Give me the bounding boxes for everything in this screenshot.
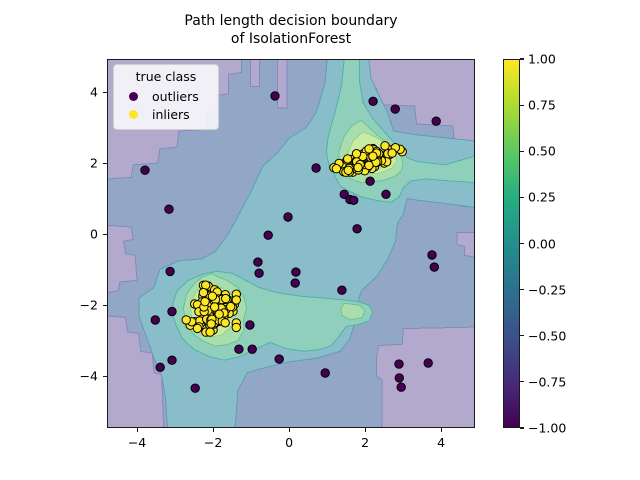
x-tick-mark [440,428,443,432]
legend: true class outliers inliers [113,64,219,130]
legend-item-inliers: inliers [122,105,210,123]
x-tick-mark [288,428,290,432]
colorbar-tick-mark [520,58,524,60]
x-tick-mark [136,428,138,432]
y-tick-mark [103,304,107,306]
colorbar-tick-mark [520,150,524,152]
colorbar-tick-label: 0.25 [528,189,556,205]
chart-title-line2: of IsolationForest [230,31,352,47]
chart-title-line1: Path length decision boundary [184,13,398,29]
colorbar-tick-label: 1.00 [528,51,556,67]
y-tick-mark [103,233,107,235]
y-tick-label: −4 [79,368,98,384]
colorbar-tick-mark [520,242,524,245]
inliers-dot-icon [129,109,138,119]
x-tick-mark [364,428,367,432]
colorbar-tick-mark [520,289,524,291]
y-tick-label: 4 [90,84,98,100]
chart-title: Path length decision boundary of Isolati… [107,12,475,48]
x-tick-label: 0 [285,435,294,450]
y-tick-label: 2 [90,155,98,171]
legend-label-inliers: inliers [152,106,190,122]
colorbar-tick-label: −0.50 [528,328,567,344]
plot-area: true class outliers inliers [107,59,475,428]
x-tick-label: 4 [437,435,446,450]
legend-title: true class [135,69,197,84]
colorbar-tick-mark [520,335,524,337]
y-tick-mark [103,91,107,93]
colorbar-tick-label: 0.00 [528,236,556,251]
y-tick-label: −2 [79,297,98,313]
outliers-dot-icon [129,91,138,101]
y-tick-mark [103,162,107,164]
colorbar-tick-mark [520,427,524,429]
x-tick-label: −4 [127,435,147,450]
colorbar-tick-mark [520,196,524,198]
legend-label-outliers: outliers [152,88,199,104]
colorbar-tick-label: 0.75 [528,97,556,113]
contour-plot [107,59,475,428]
colorbar-tick-label: −0.25 [528,282,567,298]
x-tick-label: −2 [203,435,223,450]
colorbar [503,59,520,428]
legend-item-outliers: outliers [122,87,210,105]
colorbar-tick-mark [520,104,524,106]
colorbar-tick-label: 0.50 [528,143,556,159]
y-tick-label: 0 [90,226,98,242]
y-tick-mark [103,375,107,378]
x-tick-mark [212,428,214,432]
x-tick-label: 2 [361,435,370,450]
colorbar-tick-label: −1.00 [528,420,567,436]
colorbar-tick-label: −0.75 [528,374,567,390]
colorbar-tick-mark [520,381,524,383]
